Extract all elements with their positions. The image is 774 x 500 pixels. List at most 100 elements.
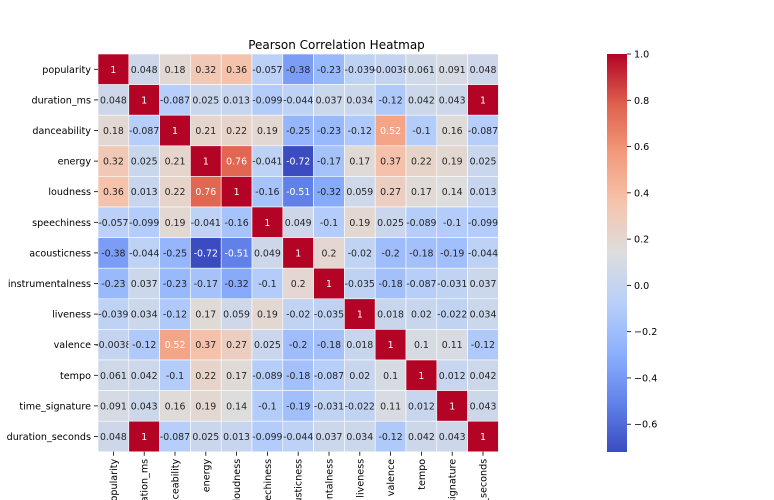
heatmap-cell-label: -0.16: [255, 187, 279, 198]
heatmap-cell: [97, 84, 130, 116]
heatmap-cell: [159, 176, 191, 208]
heatmap-cell-label: 0.18: [103, 126, 124, 137]
heatmap-cell-label: 1: [295, 248, 301, 259]
x-tick-label: peechiness: [263, 459, 274, 500]
heatmap-cell-label: -0.031: [314, 401, 344, 412]
colorbar-tick-label: 0.6: [634, 142, 649, 153]
heatmap-cell: [467, 359, 499, 391]
heatmap-cell-label: 0.034: [346, 432, 373, 443]
heatmap-cell-label: -0.12: [163, 310, 187, 321]
heatmap-cell-label: -0.18: [409, 248, 433, 259]
heatmap-cell: [128, 145, 160, 177]
heatmap-cell: [436, 359, 468, 391]
heatmap-cell-label: 0.22: [165, 187, 186, 198]
heatmap-cell-label: -0.044: [129, 248, 159, 259]
heatmap-cell: [159, 390, 191, 422]
heatmap-cell: [436, 53, 468, 85]
heatmap-cell-label: 1: [326, 279, 332, 290]
heatmap-cell-label: -0.23: [317, 126, 341, 137]
heatmap-cell: [220, 267, 253, 300]
heatmap-cell-label: 0.52: [380, 126, 401, 137]
heatmap-cell-label: 0.034: [131, 310, 158, 321]
heatmap-cell-label: 0.043: [470, 401, 497, 412]
heatmap-cell: [220, 84, 253, 116]
heatmap-cell: [313, 53, 345, 85]
heatmap-cell-label: 0.22: [226, 126, 247, 137]
heatmap-cell-label: 0.042: [408, 432, 435, 443]
heatmap-cell-label: 0.042: [408, 95, 435, 106]
heatmap-cell: [128, 267, 160, 300]
y-tick-label: liveness: [52, 310, 91, 321]
heatmap-cell-label: -0.099: [252, 432, 282, 443]
heatmap-cell-label: 0.22: [411, 157, 432, 168]
heatmap-cell: [251, 176, 284, 208]
heatmap-cell-label: 1: [141, 432, 147, 443]
heatmap-cell: [159, 206, 191, 238]
heatmap-cell-label: 0.21: [195, 126, 216, 137]
y-tick-label: popularity: [42, 65, 91, 76]
colorbar-tick-label: −0.2: [634, 327, 657, 338]
heatmap-cell: [128, 53, 160, 85]
heatmap-cell: [467, 114, 499, 147]
heatmap-cell-label: 0.19: [257, 310, 278, 321]
heatmap-cell: [436, 420, 468, 453]
x-tick-label: popularity: [109, 458, 120, 500]
heatmap-cell: [374, 298, 407, 330]
heatmap-cell-label: 0.2: [322, 248, 337, 259]
heatmap-cell-label: -0.087: [468, 126, 498, 137]
heatmap-cell: [467, 176, 499, 208]
x-tick-label: rumentalness: [325, 459, 336, 500]
colorbar-tick-label: −0.4: [634, 373, 657, 384]
heatmap-cell-label: 1: [418, 371, 424, 382]
y-tick-label: danceability: [32, 126, 91, 137]
heatmap-cell-label: -0.23: [101, 279, 125, 290]
heatmap-cell: [159, 114, 191, 147]
heatmap-cell: [128, 420, 160, 453]
heatmap-cell-label: -0.022: [345, 401, 375, 412]
heatmap-cell: [220, 298, 253, 330]
x-tick-label: _signature: [448, 459, 459, 500]
heatmap-cell-label: 0.013: [470, 187, 497, 198]
heatmap-cell-label: 0.32: [103, 157, 124, 168]
heatmap-cell: [251, 390, 284, 422]
y-tick-label: loudness: [48, 187, 91, 198]
heatmap-cell: [344, 298, 376, 330]
heatmap-cell: [251, 84, 284, 116]
heatmap-cell: [220, 114, 253, 147]
heatmap-cell: [467, 145, 499, 177]
heatmap-cell-label: -0.1: [258, 279, 276, 290]
heatmap-cell-label: 0.02: [411, 310, 432, 321]
heatmap-cell: [374, 390, 407, 422]
heatmap-cell-label: 0.16: [442, 126, 463, 137]
heatmap-cell-label: -0.12: [378, 95, 402, 106]
heatmap-cell-label: 0.025: [131, 157, 158, 168]
heatmap-cell-label: -0.18: [317, 340, 341, 351]
heatmap-cell: [251, 145, 284, 177]
heatmap-cell-label: 0.042: [131, 371, 158, 382]
heatmap-cell: [220, 329, 253, 361]
heatmap-cell: [282, 359, 314, 391]
heatmap-cell-label: 1: [357, 310, 363, 321]
x-tick-label: ation_ms: [140, 459, 151, 500]
heatmap-cell-label: 0.042: [470, 371, 497, 382]
heatmap-cell-label: 0.37: [380, 157, 401, 168]
heatmap-cell-label: 0.048: [100, 95, 127, 106]
heatmap-cell-label: -0.087: [129, 126, 159, 137]
colorbar-tick-label: 1.0: [634, 50, 649, 61]
x-tick-label: anceability: [171, 458, 182, 500]
heatmap-cell: [190, 114, 222, 147]
heatmap-cell: [436, 267, 468, 300]
heatmap-cell-label: -0.25: [163, 248, 187, 259]
y-tick-label: duration_ms: [31, 95, 91, 106]
heatmap-cell: [282, 237, 314, 269]
heatmap-cell: [190, 84, 222, 116]
heatmap-cell-label: 0.1: [414, 340, 429, 351]
y-axis-tick-labels: popularity duration_ms danceability energy l…: [7, 65, 98, 443]
y-tick-label: energy: [58, 157, 92, 168]
heatmap-cell: [190, 176, 222, 208]
heatmap-cell: [282, 298, 314, 330]
heatmap-cell-label: 0.091: [100, 401, 127, 412]
colorbar-ticks: 1.0 0.8 0.6 0.4 0.2 0.0 −0.2 −0.4 −0.6: [627, 50, 657, 431]
heatmap-cell: [159, 237, 191, 269]
heatmap-cell-label: 1: [480, 95, 486, 106]
